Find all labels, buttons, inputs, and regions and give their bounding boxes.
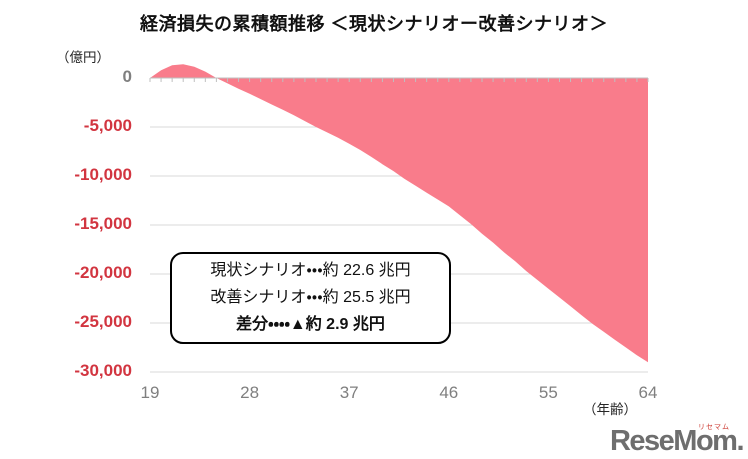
y-tick-label: -30,000 — [74, 361, 132, 380]
resemom-logo-text: ReseMom. — [609, 425, 745, 457]
x-tick-label: 37 — [339, 383, 359, 402]
summary-line-difference: 差分・・・・▲約 2.9 兆円 — [236, 316, 385, 333]
x-tick-label: 64 — [638, 383, 658, 402]
x-axis-unit-label: （年齢） — [583, 402, 637, 417]
resemom-logo-ruby-text: リセマム — [698, 424, 730, 431]
y-tick-label: -20,000 — [74, 263, 132, 282]
y-tick-label: 0 — [122, 67, 132, 86]
scenario-summary-box: 現状シナリオ・・・約 22.6 兆円 改善シナリオ・・・約 25.5 兆円 差分… — [170, 252, 451, 344]
loss-area-series — [150, 64, 648, 363]
summary-line-improved-scenario: 改善シナリオ・・・約 25.5 兆円 — [210, 289, 411, 306]
x-tick-label: 19 — [140, 383, 160, 402]
y-axis-unit-label: （億円） — [56, 50, 110, 65]
x-tick-label: 46 — [439, 383, 459, 402]
y-tick-label: -10,000 — [74, 165, 132, 184]
x-tick-label: 28 — [240, 383, 260, 402]
y-tick-label: -25,000 — [74, 312, 132, 331]
summary-line-current-scenario: 現状シナリオ・・・約 22.6 兆円 — [210, 262, 411, 279]
x-tick-label: 55 — [538, 383, 558, 402]
chart-title: 経済損失の累積額推移 ＜現状シナリオー改善シナリオ＞ — [140, 14, 608, 34]
y-tick-label: -5,000 — [83, 116, 132, 135]
y-tick-label: -15,000 — [74, 214, 132, 233]
resemom-logo: リセマム ReseMom. — [609, 424, 745, 458]
